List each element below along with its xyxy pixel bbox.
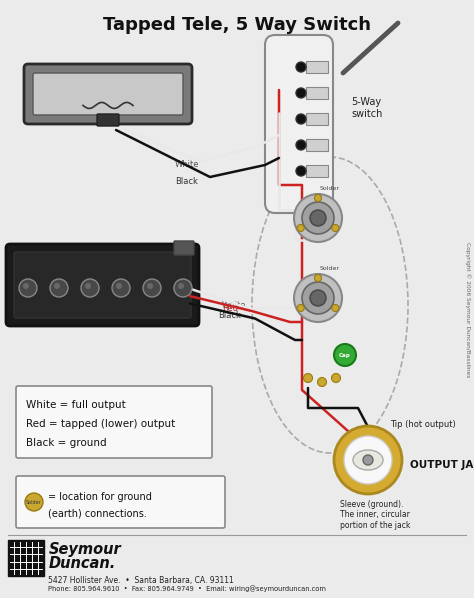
- Circle shape: [334, 344, 356, 366]
- Circle shape: [296, 166, 306, 176]
- FancyBboxPatch shape: [6, 244, 199, 326]
- Text: Black = ground: Black = ground: [26, 438, 107, 448]
- Circle shape: [332, 224, 339, 231]
- Bar: [306, 61, 328, 73]
- Circle shape: [363, 455, 373, 465]
- Text: OUTPUT JACK: OUTPUT JACK: [410, 460, 474, 470]
- Bar: [306, 87, 328, 99]
- Text: (earth) connections.: (earth) connections.: [48, 508, 147, 518]
- Bar: [306, 165, 328, 177]
- Text: Phone: 805.964.9610  •  Fax: 805.964.9749  •  Email: wiring@seymourduncan.com: Phone: 805.964.9610 • Fax: 805.964.9749 …: [48, 585, 326, 592]
- Text: 5427 Hollister Ave.  •  Santa Barbara, CA. 93111: 5427 Hollister Ave. • Santa Barbara, CA.…: [48, 576, 234, 585]
- FancyBboxPatch shape: [265, 35, 333, 213]
- Circle shape: [302, 202, 334, 234]
- Bar: [8, 540, 44, 576]
- Circle shape: [344, 436, 392, 484]
- Bar: [306, 139, 328, 151]
- Text: Sleeve (ground).
The inner, circular
portion of the jack: Sleeve (ground). The inner, circular por…: [340, 500, 410, 530]
- Ellipse shape: [353, 450, 383, 470]
- FancyBboxPatch shape: [33, 73, 183, 115]
- Text: Black: Black: [175, 177, 198, 186]
- Text: Red = tapped (lower) output: Red = tapped (lower) output: [26, 419, 175, 429]
- Text: 5-Way
switch: 5-Way switch: [351, 97, 383, 118]
- Circle shape: [174, 279, 192, 297]
- Text: Black: Black: [218, 312, 241, 321]
- Circle shape: [178, 283, 184, 289]
- Circle shape: [297, 304, 304, 312]
- FancyBboxPatch shape: [14, 252, 191, 318]
- Text: Tip (hot output): Tip (hot output): [390, 420, 456, 429]
- Circle shape: [116, 283, 122, 289]
- Text: Duncan.: Duncan.: [49, 556, 116, 571]
- Circle shape: [303, 374, 312, 383]
- Bar: [306, 113, 328, 125]
- Circle shape: [112, 279, 130, 297]
- Circle shape: [315, 274, 321, 282]
- FancyBboxPatch shape: [24, 64, 192, 124]
- Circle shape: [302, 282, 334, 314]
- Circle shape: [19, 279, 37, 297]
- Circle shape: [50, 279, 68, 297]
- Circle shape: [296, 114, 306, 124]
- Circle shape: [315, 194, 321, 202]
- Circle shape: [296, 88, 306, 98]
- Circle shape: [296, 140, 306, 150]
- Circle shape: [143, 279, 161, 297]
- Circle shape: [85, 283, 91, 289]
- Text: Solder: Solder: [320, 186, 340, 191]
- Circle shape: [310, 210, 326, 226]
- Text: Seymour: Seymour: [49, 542, 122, 557]
- Text: Red: Red: [222, 304, 238, 313]
- Circle shape: [23, 283, 29, 289]
- FancyBboxPatch shape: [97, 114, 119, 126]
- Text: White: White: [222, 301, 246, 310]
- FancyBboxPatch shape: [174, 241, 194, 255]
- Text: = location for ground: = location for ground: [48, 492, 152, 502]
- Circle shape: [81, 279, 99, 297]
- FancyBboxPatch shape: [16, 476, 225, 528]
- Text: White: White: [175, 160, 200, 169]
- Text: Solder: Solder: [320, 266, 340, 271]
- Circle shape: [318, 377, 327, 386]
- Circle shape: [296, 62, 306, 72]
- Text: Solder: Solder: [26, 499, 42, 505]
- Circle shape: [310, 290, 326, 306]
- Circle shape: [54, 283, 60, 289]
- Circle shape: [294, 274, 342, 322]
- Circle shape: [25, 493, 43, 511]
- Text: White = full output: White = full output: [26, 400, 126, 410]
- Circle shape: [147, 283, 153, 289]
- Text: Tapped Tele, 5 Way Switch: Tapped Tele, 5 Way Switch: [103, 16, 371, 34]
- Circle shape: [331, 374, 340, 383]
- Circle shape: [294, 194, 342, 242]
- Text: Cap: Cap: [339, 353, 351, 358]
- Circle shape: [334, 426, 402, 494]
- Text: Copyright © 2006 Seymour Duncan/Basslines: Copyright © 2006 Seymour Duncan/Bassline…: [465, 242, 471, 378]
- Circle shape: [332, 304, 339, 312]
- FancyBboxPatch shape: [16, 386, 212, 458]
- Circle shape: [297, 224, 304, 231]
